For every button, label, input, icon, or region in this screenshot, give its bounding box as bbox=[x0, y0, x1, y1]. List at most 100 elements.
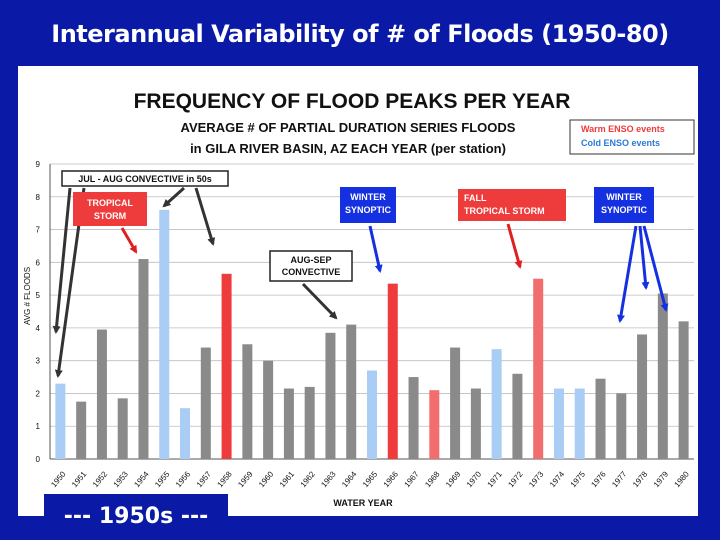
x-tick-label: 1954 bbox=[132, 469, 151, 489]
bar-1950 bbox=[55, 383, 66, 459]
bar-1970 bbox=[470, 388, 481, 459]
x-tick-label: 1967 bbox=[402, 469, 421, 489]
x-tick-label: 1973 bbox=[527, 469, 546, 489]
annotation-fall-line1: FALL bbox=[464, 193, 487, 203]
y-tick-label: 3 bbox=[36, 357, 41, 366]
annotation-winter2-box bbox=[594, 187, 654, 223]
y-tick-label: 0 bbox=[36, 455, 41, 464]
x-tick-label: 1980 bbox=[673, 469, 692, 489]
annotation-winter1-line2: SYNOPTIC bbox=[345, 205, 392, 215]
bar-1979 bbox=[657, 293, 668, 459]
y-tick-label: 2 bbox=[36, 389, 41, 398]
legend-cold-label: Cold ENSO events bbox=[581, 138, 660, 148]
x-tick-label: 1977 bbox=[610, 469, 629, 489]
x-tick-label: 1961 bbox=[278, 469, 297, 489]
bar-1962 bbox=[304, 386, 315, 459]
x-tick-label: 1960 bbox=[257, 469, 276, 489]
arrow-winter2-1 bbox=[617, 225, 638, 323]
x-tick-label: 1974 bbox=[548, 469, 567, 489]
bar-1951 bbox=[76, 401, 87, 459]
bar-1971 bbox=[491, 349, 502, 459]
flood-chart: FREQUENCY OF FLOOD PEAKS PER YEAR AVERAG… bbox=[23, 90, 695, 508]
annotation-tropical-line1: TROPICAL bbox=[87, 198, 134, 208]
annotation-jul-aug-box bbox=[61, 170, 229, 187]
legend-box bbox=[569, 119, 695, 155]
y-tick-label: 1 bbox=[36, 422, 41, 431]
x-tick-label: 1978 bbox=[631, 469, 650, 489]
y-tick-label: 6 bbox=[36, 258, 41, 267]
bar-1975 bbox=[574, 388, 585, 459]
annotation-winter2-line2: SYNOPTIC bbox=[601, 205, 648, 215]
bar-1958 bbox=[221, 273, 232, 459]
arrow-aug-sep bbox=[301, 282, 338, 320]
bar-1977 bbox=[616, 393, 627, 459]
x-tick-label: 1970 bbox=[465, 469, 484, 489]
bar-1974 bbox=[553, 388, 564, 459]
x-tick-label: 1956 bbox=[174, 469, 193, 489]
x-tick-label: 1964 bbox=[340, 469, 359, 489]
y-ticks: 0 1 2 3 4 5 6 7 8 9 bbox=[36, 160, 41, 464]
bar-1973 bbox=[533, 278, 544, 459]
x-tick-label: 1953 bbox=[112, 469, 131, 489]
chart-panel: FREQUENCY OF FLOOD PEAKS PER YEAR AVERAG… bbox=[18, 66, 698, 516]
bar-1968 bbox=[429, 390, 440, 459]
arrow-fall bbox=[506, 223, 523, 269]
x-tick-label: 1966 bbox=[382, 469, 401, 489]
x-tick-label: 1950 bbox=[49, 469, 68, 489]
annotation-fall-line2: TROPICAL STORM bbox=[464, 206, 545, 216]
x-tick-label: 1965 bbox=[361, 469, 380, 489]
bar-1961 bbox=[283, 388, 294, 459]
x-tick-label: 1962 bbox=[299, 469, 318, 489]
x-tick-label: 1975 bbox=[569, 469, 588, 489]
annotations: JUL - AUG CONVECTIVE in 50s TROPICAL STO… bbox=[52, 170, 669, 378]
slide-title: Interannual Variability of # of Floods (… bbox=[51, 20, 669, 48]
bar-1965 bbox=[367, 370, 377, 459]
legend-warm-label: Warm ENSO events bbox=[581, 124, 665, 134]
bar-1972 bbox=[512, 373, 523, 459]
bar-1978 bbox=[637, 334, 648, 459]
decade-footer: --- 1950s --- bbox=[44, 494, 228, 540]
y-tick-label: 7 bbox=[36, 226, 41, 235]
bar-1976 bbox=[595, 378, 606, 459]
y-tick-label: 4 bbox=[36, 324, 41, 333]
bar-1969 bbox=[450, 347, 461, 459]
y-tick-label: 5 bbox=[36, 291, 41, 300]
bar-1966 bbox=[387, 283, 398, 459]
x-tick-label: 1952 bbox=[91, 469, 110, 489]
bar-1953 bbox=[117, 398, 128, 459]
chart-subtitle-line2: in GILA RIVER BASIN, AZ EACH YEAR (per s… bbox=[190, 141, 506, 156]
arrow-winter2-2 bbox=[638, 225, 650, 290]
x-tick-label: 1979 bbox=[652, 469, 671, 489]
y-tick-label: 8 bbox=[36, 193, 41, 202]
x-tick-label: 1976 bbox=[589, 469, 608, 489]
arrow-jul-aug-3 bbox=[162, 186, 186, 208]
annotation-winter1-line1: WINTER bbox=[350, 192, 386, 202]
chart-title: FREQUENCY OF FLOOD PEAKS PER YEAR bbox=[134, 90, 571, 113]
x-tick-label: 1951 bbox=[70, 469, 89, 489]
bars bbox=[55, 209, 689, 459]
annotation-winter1-box bbox=[340, 187, 396, 223]
x-ticks: 1950 1951 1952 1953 1954 1955 1956 1957 1958 1959… bbox=[49, 469, 691, 489]
x-tick-label: 1957 bbox=[195, 469, 214, 489]
bar-1957 bbox=[200, 347, 211, 459]
x-tick-label: 1959 bbox=[236, 469, 255, 489]
legend: Warm ENSO events Cold ENSO events bbox=[569, 119, 695, 155]
arrow-jul-aug-1 bbox=[52, 187, 72, 334]
bar-1955 bbox=[159, 209, 170, 459]
x-tick-label: 1955 bbox=[153, 469, 172, 489]
bar-1963 bbox=[325, 332, 336, 459]
bar-1959 bbox=[242, 344, 253, 459]
x-tick-label: 1972 bbox=[506, 469, 525, 489]
annotation-fall-box bbox=[458, 189, 566, 221]
y-tick-label: 9 bbox=[36, 160, 41, 169]
y-axis-label: AVG # FLOODS bbox=[23, 267, 32, 325]
bar-1956 bbox=[180, 408, 191, 459]
x-tick-label: 1971 bbox=[486, 469, 505, 489]
bar-1980 bbox=[678, 321, 689, 459]
bar-1967 bbox=[408, 377, 419, 459]
bar-1954 bbox=[138, 259, 149, 459]
arrow-jul-aug-4 bbox=[194, 187, 216, 246]
annotation-jul-aug: JUL - AUG CONVECTIVE in 50s bbox=[78, 174, 212, 184]
x-tick-label: 1969 bbox=[444, 469, 463, 489]
annotation-tropical-line2: STORM bbox=[94, 211, 126, 221]
